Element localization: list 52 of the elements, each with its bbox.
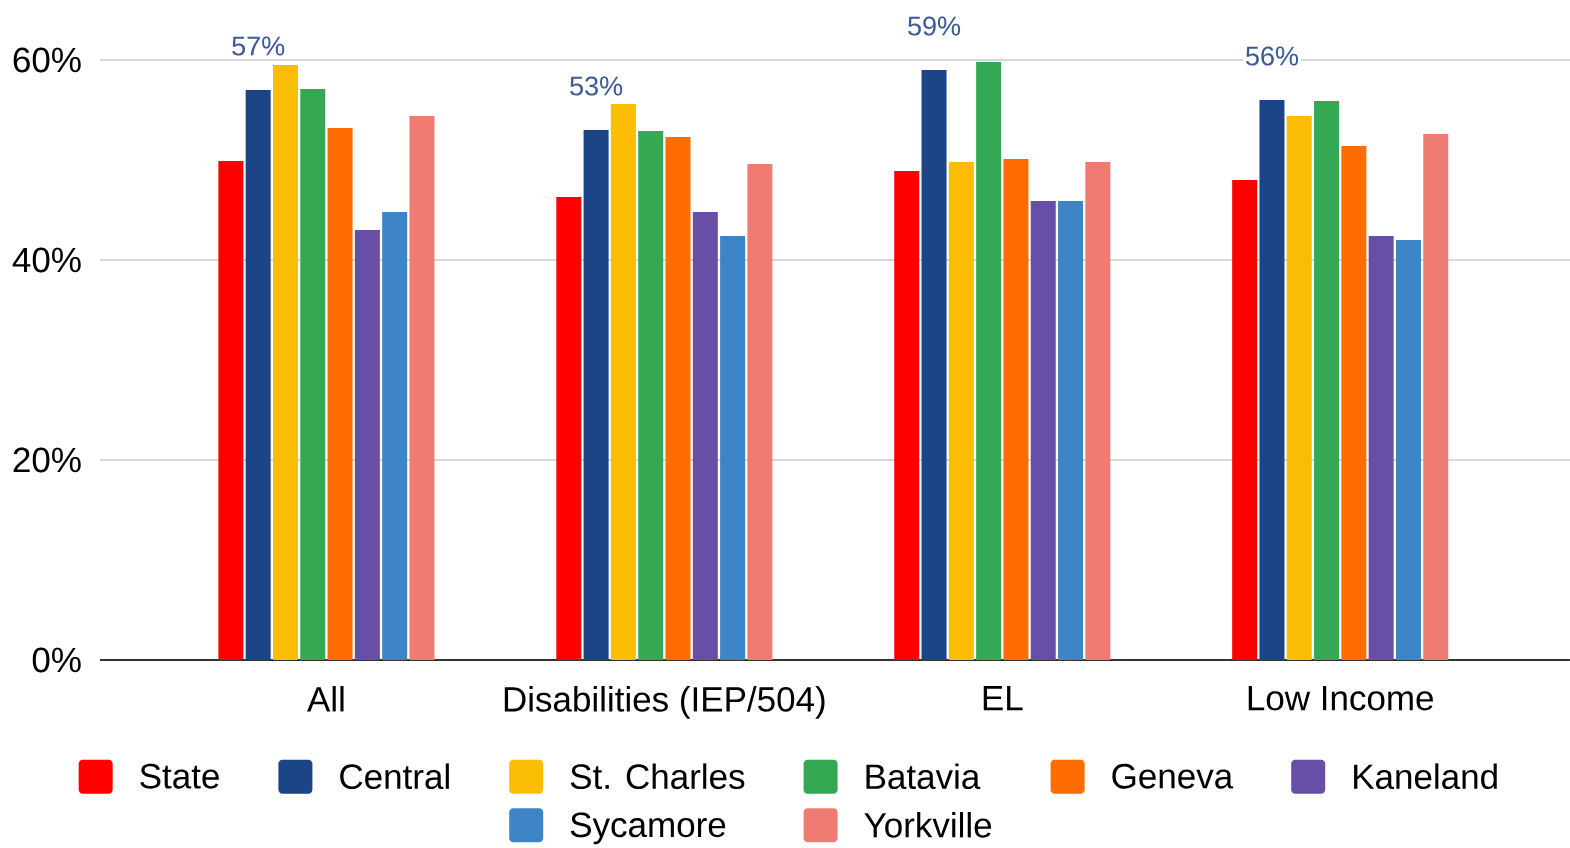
- data-label: 56%: [1246, 46, 1299, 66]
- y-tick-label: 20%: [13, 447, 81, 473]
- bar: [747, 164, 773, 660]
- y-tick-label: 60%: [13, 47, 81, 73]
- bar: [692, 212, 718, 660]
- data-label: 57%: [232, 36, 285, 56]
- y-tick-label: 0%: [32, 647, 81, 673]
- bar: [409, 116, 435, 660]
- bar: [976, 62, 1002, 660]
- bar: [610, 104, 636, 660]
- bar: [245, 90, 271, 660]
- legend-label: Geneva: [1112, 763, 1234, 789]
- bar: [382, 212, 408, 660]
- data-label: 53%: [570, 76, 623, 96]
- bar: [1003, 159, 1029, 660]
- y-tick-label: 40%: [12, 247, 81, 273]
- data-label: 59%: [908, 16, 961, 36]
- x-tick-label: EL: [983, 686, 1023, 711]
- x-tick-label: All: [307, 686, 344, 712]
- bar: [720, 236, 746, 660]
- legend-label: Kaneland: [1354, 763, 1497, 790]
- bar: [894, 171, 920, 660]
- bar: [1085, 162, 1111, 660]
- legend-label: Batavia: [866, 763, 981, 790]
- legend-label: Central: [340, 763, 449, 790]
- x-tick-label: Disabilities (IEP/504): [504, 686, 825, 719]
- bar: [272, 65, 298, 660]
- bar: [665, 137, 691, 660]
- legend-label: Yorkville: [864, 811, 992, 838]
- bar: [1286, 116, 1312, 660]
- legend-label: State: [140, 763, 219, 789]
- legend-label: Sycamore: [570, 812, 726, 845]
- bar: [1314, 101, 1340, 660]
- bar: [1058, 201, 1084, 660]
- bar: [1232, 180, 1258, 660]
- bar: [1368, 236, 1394, 660]
- bar: [354, 230, 380, 660]
- bar: [327, 128, 353, 660]
- bar: [218, 161, 244, 660]
- bar: [1395, 240, 1421, 660]
- legend-label: St. Charles: [570, 763, 745, 790]
- bar: [300, 89, 326, 660]
- bar: [638, 131, 664, 660]
- bar: [556, 197, 582, 660]
- bar: [1341, 146, 1367, 660]
- bar: [1423, 134, 1449, 660]
- bar: [1030, 201, 1056, 660]
- bar: [583, 130, 609, 660]
- x-tick-label: Low Income: [1248, 686, 1433, 711]
- bar: [921, 70, 947, 660]
- bar: [1259, 100, 1285, 660]
- bar: [948, 162, 974, 660]
